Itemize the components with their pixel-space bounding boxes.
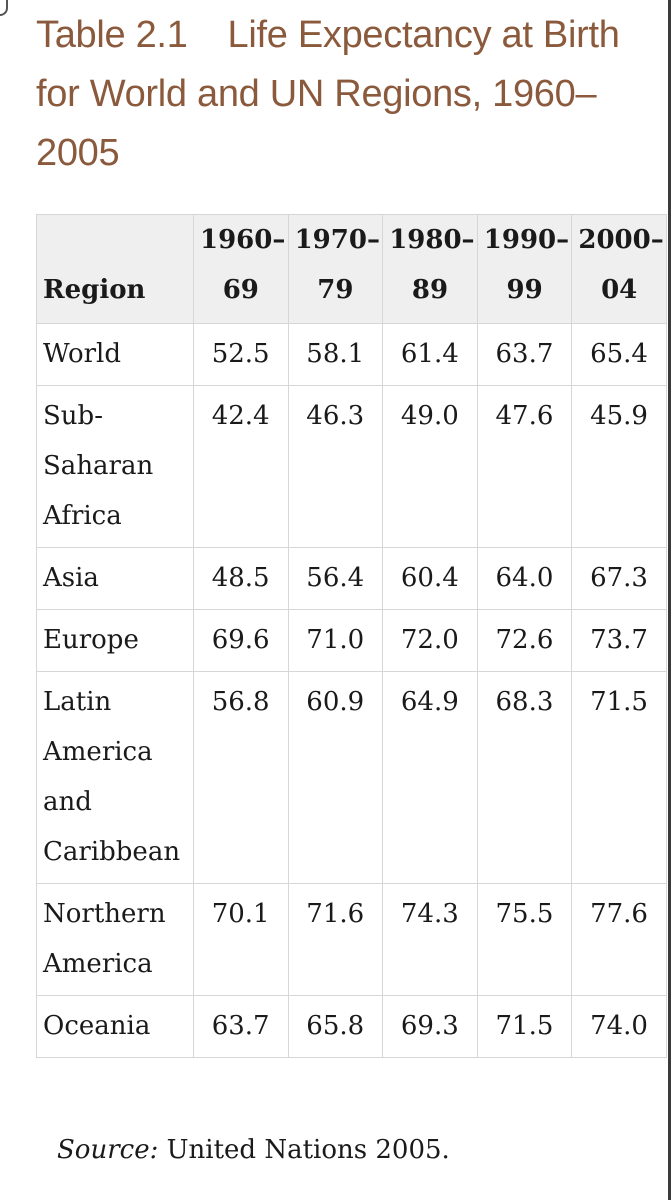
value-cell: 77.6 [571,883,667,996]
table-row: World 52.5 58.1 61.4 63.7 65.4 [36,323,667,386]
value-cell: 70.1 [193,883,289,996]
value-cell: 69.3 [382,995,478,1058]
value-cell: 72.6 [476,609,573,672]
table-body: World 52.5 58.1 61.4 63.7 65.4 Sub- Saharan Af… [36,323,667,1058]
value-cell: 71.5 [476,995,573,1058]
region-column-header: Region [36,214,194,324]
value-cell: 71.5 [571,671,667,884]
value-cell: 60.9 [287,671,384,884]
table-title: Table 2.1 Life Expectancy at Birth for Wo… [36,6,636,183]
table-title-text: Life Expectancy at Birth for World and U… [36,14,620,174]
table-row: Oceania 63.7 65.8 69.3 71.5 74.0 [36,995,667,1058]
value-cell: 75.5 [476,883,573,996]
region-cell: Sub- Saharan Africa [36,385,194,548]
scroll-edge [668,0,671,1200]
value-cell: 69.6 [193,609,289,672]
year-column-header: 1970– 79 [287,214,384,324]
value-cell: 74.3 [382,883,478,996]
value-cell: 63.7 [193,995,289,1058]
value-cell: 72.0 [382,609,478,672]
value-cell: 60.4 [382,547,478,610]
source-note: Source: United Nations 2005. [57,1128,450,1172]
value-cell: 65.4 [571,323,667,386]
year-column-header: 2000– 04 [571,214,667,324]
value-cell: 52.5 [193,323,289,386]
table-row: Asia 48.5 56.4 60.4 64.0 67.3 [36,547,667,610]
value-cell: 45.9 [571,385,667,548]
region-cell: Northern America [36,883,194,996]
value-cell: 49.0 [382,385,478,548]
value-cell: 67.3 [571,547,667,610]
value-cell: 68.3 [476,671,573,884]
value-cell: 46.3 [287,385,384,548]
value-cell: 61.4 [382,323,478,386]
table-row: Latin America and Caribbean 56.8 60.9 64.9 6… [36,671,667,884]
value-cell: 64.0 [476,547,573,610]
region-cell: Latin America and Caribbean [36,671,194,884]
value-cell: 73.7 [571,609,667,672]
table-row: Europe 69.6 71.0 72.0 72.6 73.7 [36,609,667,672]
value-cell: 74.0 [571,995,667,1058]
value-cell: 42.4 [193,385,289,548]
region-cell: World [36,323,194,386]
value-cell: 56.8 [193,671,289,884]
table-row: Sub- Saharan Africa 42.4 46.3 49.0 47.6 45.9 [36,385,667,548]
table-row: Northern America 70.1 71.6 74.3 75.5 77.6 [36,883,667,996]
value-cell: 65.8 [287,995,384,1058]
value-cell: 71.0 [287,609,384,672]
header-row: Region 1960– 69 1970– 79 1980– 89 1990– … [36,214,667,324]
value-cell: 58.1 [287,323,384,386]
year-column-header: 1990– 99 [476,214,573,324]
year-column-header: 1980– 89 [382,214,478,324]
region-cell: Europe [36,609,194,672]
value-cell: 56.4 [287,547,384,610]
value-cell: 71.6 [287,883,384,996]
value-cell: 64.9 [382,671,478,884]
corner-mark [0,0,8,16]
source-label: Source: [57,1135,159,1165]
region-cell: Asia [36,547,194,610]
life-expectancy-table: Region 1960– 69 1970– 79 1980– 89 1990– … [36,214,667,1058]
table-header: Region 1960– 69 1970– 79 1980– 89 1990– … [36,214,667,324]
region-cell: Oceania [36,995,194,1058]
source-text: United Nations 2005. [158,1135,450,1165]
table-number: Table 2.1 [36,14,188,56]
value-cell: 48.5 [193,547,289,610]
year-column-header: 1960– 69 [193,214,289,324]
value-cell: 63.7 [476,323,573,386]
value-cell: 47.6 [476,385,573,548]
